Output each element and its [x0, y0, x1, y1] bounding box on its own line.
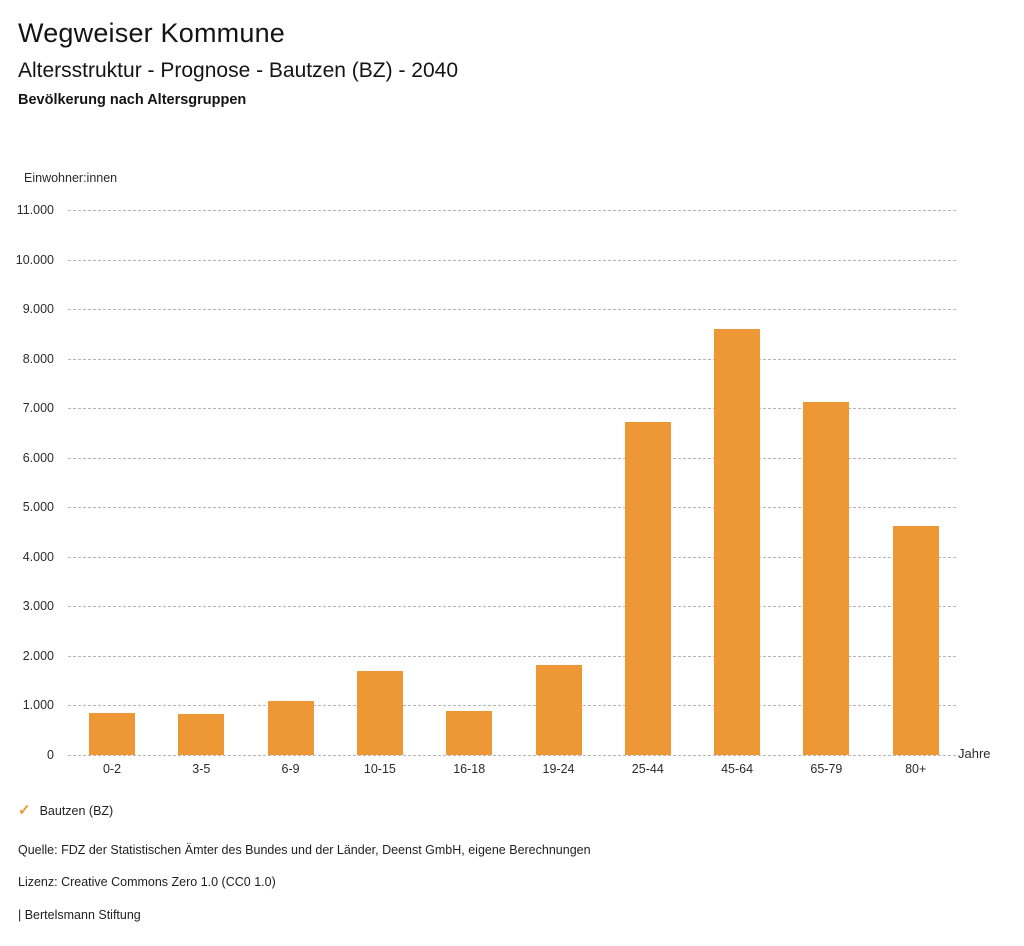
- bar[interactable]: [267, 700, 314, 755]
- gridline: [68, 705, 956, 707]
- x-axis-tick-label: 65-79: [810, 762, 843, 776]
- page-header: Wegweiser Kommune Altersstruktur - Progn…: [0, 0, 1024, 109]
- bar[interactable]: [892, 526, 939, 755]
- gridline: [68, 556, 956, 558]
- y-axis-tick-label: 10.000: [15, 252, 54, 267]
- bar[interactable]: [624, 421, 671, 755]
- gridline: [68, 358, 956, 360]
- y-axis-tick-label: 6.000: [22, 450, 54, 465]
- footer-line: Lizenz: Creative Commons Zero 1.0 (CC0 1…: [18, 875, 276, 890]
- x-axis-tick-label: 16-18: [453, 762, 486, 776]
- y-axis-tick-label: 9.000: [22, 302, 54, 317]
- y-axis-tick-label: 2.000: [22, 648, 54, 663]
- bar[interactable]: [714, 328, 761, 755]
- gridline: [68, 457, 956, 459]
- gridline: [68, 606, 956, 608]
- check-icon: ✓: [18, 802, 31, 819]
- y-axis-tick-label: 11.000: [16, 203, 54, 217]
- x-axis-tick-label: 10-15: [363, 762, 396, 776]
- x-axis-tick-label: 3-5: [192, 762, 211, 776]
- gridline: [68, 210, 956, 211]
- bar[interactable]: [446, 710, 493, 755]
- page-subtitle: Altersstruktur - Prognose - Bautzen (BZ)…: [18, 59, 459, 83]
- footer-line: Quelle: FDZ der Statistischen Ämter des …: [18, 843, 591, 857]
- chart-caption: Bevölkerung nach Altersgruppen: [18, 92, 247, 109]
- bar[interactable]: [178, 713, 225, 755]
- chart-legend[interactable]: ✓ Bautzen (BZ): [18, 803, 113, 818]
- y-axis-tick-label: 8.000: [22, 351, 54, 366]
- x-axis-tick-label: 19-24: [542, 762, 575, 776]
- gridline: [68, 507, 956, 509]
- y-axis-tick-label: 1.000: [22, 698, 54, 713]
- gridline: [68, 655, 956, 657]
- x-axis-tick-label: 45-64: [721, 762, 754, 776]
- gridline: [68, 408, 956, 410]
- gridline: [68, 309, 956, 311]
- y-axis-tick-label: 4.000: [22, 549, 54, 564]
- gridline: [68, 755, 956, 756]
- page-title: Wegweiser Kommune: [18, 18, 286, 48]
- bar-chart: Einwohner:innen 11.000 10.000 9.000 8.000 7.…: [15, 171, 991, 776]
- bar[interactable]: [89, 712, 135, 755]
- bar[interactable]: [803, 402, 850, 755]
- y-axis-tick-label: 5.000: [22, 500, 54, 515]
- x-axis-tick-label: 0-2: [102, 762, 122, 776]
- x-axis-tick-label: 25-44: [631, 762, 664, 776]
- y-axis-tick-label: 0: [47, 748, 54, 762]
- x-axis-tick-label: 6-9: [281, 762, 300, 776]
- bar[interactable]: [535, 665, 582, 755]
- bar[interactable]: [356, 670, 403, 755]
- legend-item-label: Bautzen (BZ): [39, 803, 114, 818]
- gridline: [68, 259, 956, 261]
- y-axis-title: Einwohner:innen: [24, 171, 118, 185]
- y-axis-tick-label: 7.000: [22, 401, 54, 416]
- footer-line: | Bertelsmann Stiftung: [18, 907, 141, 922]
- x-axis-title: Jahre: [958, 746, 991, 761]
- x-axis-tick-label: 80+: [905, 762, 927, 776]
- y-axis-tick-label: 3.000: [22, 599, 54, 614]
- chart-footer: Quelle: FDZ der Statistischen Ämter des …: [18, 843, 998, 922]
